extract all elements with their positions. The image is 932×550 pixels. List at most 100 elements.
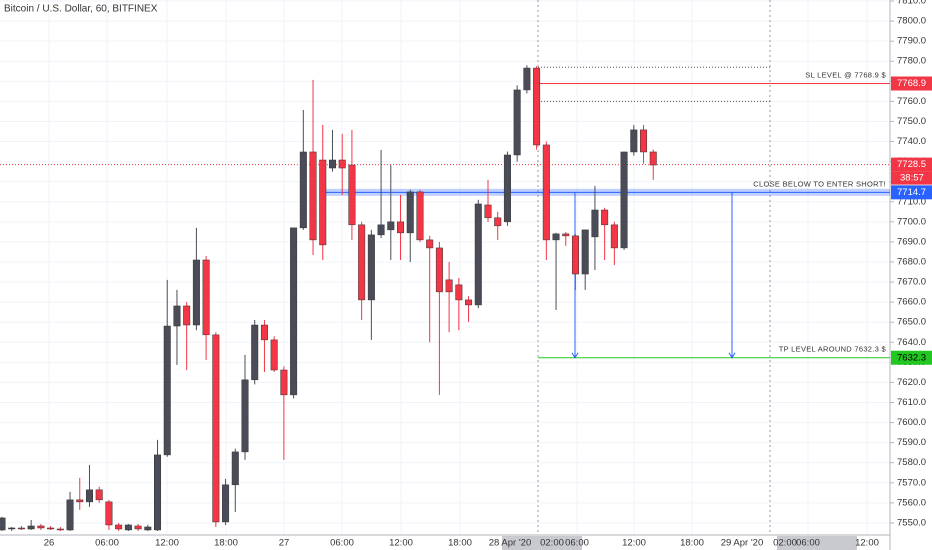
price-tag <box>891 350 932 365</box>
candle-body <box>144 526 152 531</box>
candle-body <box>212 334 220 523</box>
x-tick-label: 18:00 <box>680 538 704 549</box>
candle-body <box>260 324 268 341</box>
candle-body <box>484 204 492 219</box>
candle-body <box>319 159 327 246</box>
candle-body <box>251 324 259 381</box>
candle-body <box>397 221 405 234</box>
candle-body <box>222 484 230 523</box>
y-tick-label: 7650.0 <box>897 317 926 328</box>
y-tick-label: 7580.0 <box>897 457 926 468</box>
candle-body <box>134 525 142 530</box>
y-tick-label: 7560.0 <box>897 497 926 508</box>
y-tick-label: 7620.0 <box>897 377 926 388</box>
countdown-tag <box>891 171 932 185</box>
candle-body <box>377 224 385 236</box>
y-tick-label: 7570.0 <box>897 477 926 488</box>
y-tick-label: 7800.0 <box>897 16 926 27</box>
candle-body <box>37 525 45 529</box>
level-label: TP LEVEL AROUND 7632.3 $ <box>779 345 887 354</box>
candle-body <box>513 89 521 156</box>
x-tick-label: 06:00 <box>95 538 119 549</box>
candle-body <box>270 339 278 371</box>
candle-body <box>95 489 103 501</box>
price-tag-label: 7768.9 <box>897 78 926 89</box>
y-tick-label: 7750.0 <box>897 116 926 127</box>
candle-body <box>290 227 298 396</box>
y-tick-label: 7590.0 <box>897 437 926 448</box>
x-tick-label: 27 <box>279 538 290 549</box>
candle-body <box>620 151 628 249</box>
candle-body <box>47 527 55 530</box>
y-tick-label: 7610.0 <box>897 397 926 408</box>
candle-body <box>163 325 171 456</box>
candle-body <box>445 279 453 293</box>
candle-body <box>387 221 395 231</box>
candle-body <box>299 151 307 229</box>
y-tick-label: 7790.0 <box>897 36 926 47</box>
x-tick-label: 12:00 <box>155 538 179 549</box>
x-tick-label: 12:00 <box>855 538 879 549</box>
y-tick-label: 7600.0 <box>897 417 926 428</box>
candle-body <box>66 499 74 531</box>
price-tag <box>891 157 932 172</box>
y-tick-label: 7690.0 <box>897 236 926 247</box>
candle-body <box>649 151 657 166</box>
candle-body <box>241 379 249 453</box>
candle-body <box>601 209 609 226</box>
x-tick-label: 02:00 <box>540 538 564 549</box>
candle-body <box>503 154 511 223</box>
level-label: SL LEVEL @ 7768.9 $ <box>805 70 886 79</box>
candle-body <box>406 191 414 234</box>
price-tag-label: 7728.5 <box>897 159 926 170</box>
x-tick-label: 06:00 <box>330 538 354 549</box>
candle-body <box>0 517 6 531</box>
candle-body <box>630 129 638 153</box>
x-tick-label: 06:00 <box>565 538 589 549</box>
candle-body <box>280 369 288 396</box>
candle-body <box>591 209 599 238</box>
level-label: CLOSE BELOW TO ENTER SHORT! <box>753 179 886 188</box>
candle-body <box>85 489 93 503</box>
candle-body <box>202 259 210 336</box>
candle-body <box>231 451 239 486</box>
candle-body <box>192 259 200 326</box>
y-tick-label: 7640.0 <box>897 337 926 348</box>
countdown-label: 38:57 <box>900 173 924 184</box>
y-tick-label: 7670.0 <box>897 277 926 288</box>
crosshair-time-box <box>777 536 857 550</box>
candle-body <box>56 528 64 531</box>
candle-body <box>435 247 443 293</box>
y-tick-label: 7550.0 <box>897 517 926 528</box>
y-tick-label: 7780.0 <box>897 56 926 67</box>
candle-body <box>474 203 482 306</box>
x-tick-label: 02:00 <box>773 538 797 549</box>
candle-body <box>610 224 618 249</box>
y-tick-label: 7760.0 <box>897 96 926 107</box>
chart-title: Bitcoin / U.S. Dollar, 60, BITFINEX <box>4 4 158 15</box>
candle-body <box>426 239 434 249</box>
candle-body <box>8 527 16 530</box>
candle-body <box>367 234 375 301</box>
x-tick-label: 12:00 <box>622 538 646 549</box>
candle-body <box>552 233 560 241</box>
candle-body <box>465 299 473 306</box>
price-tag-label: 7632.3 <box>897 352 926 363</box>
candle-body <box>640 129 648 153</box>
candle-body <box>173 305 181 327</box>
grid <box>0 0 890 535</box>
candle-body <box>338 159 346 169</box>
x-tick-label: 29 Apr '20 <box>721 538 764 549</box>
candle-body <box>154 454 162 531</box>
arrow-head <box>571 352 579 359</box>
y-tick-label: 7810.0 <box>897 0 926 7</box>
x-tick-label: 18:00 <box>448 538 472 549</box>
candle-body <box>416 191 424 241</box>
candle-body <box>533 67 541 146</box>
candle-body <box>115 524 123 530</box>
candle-body <box>542 144 550 241</box>
candle-body <box>523 67 531 91</box>
candle-body <box>17 527 25 530</box>
y-tick-label: 7680.0 <box>897 256 926 267</box>
